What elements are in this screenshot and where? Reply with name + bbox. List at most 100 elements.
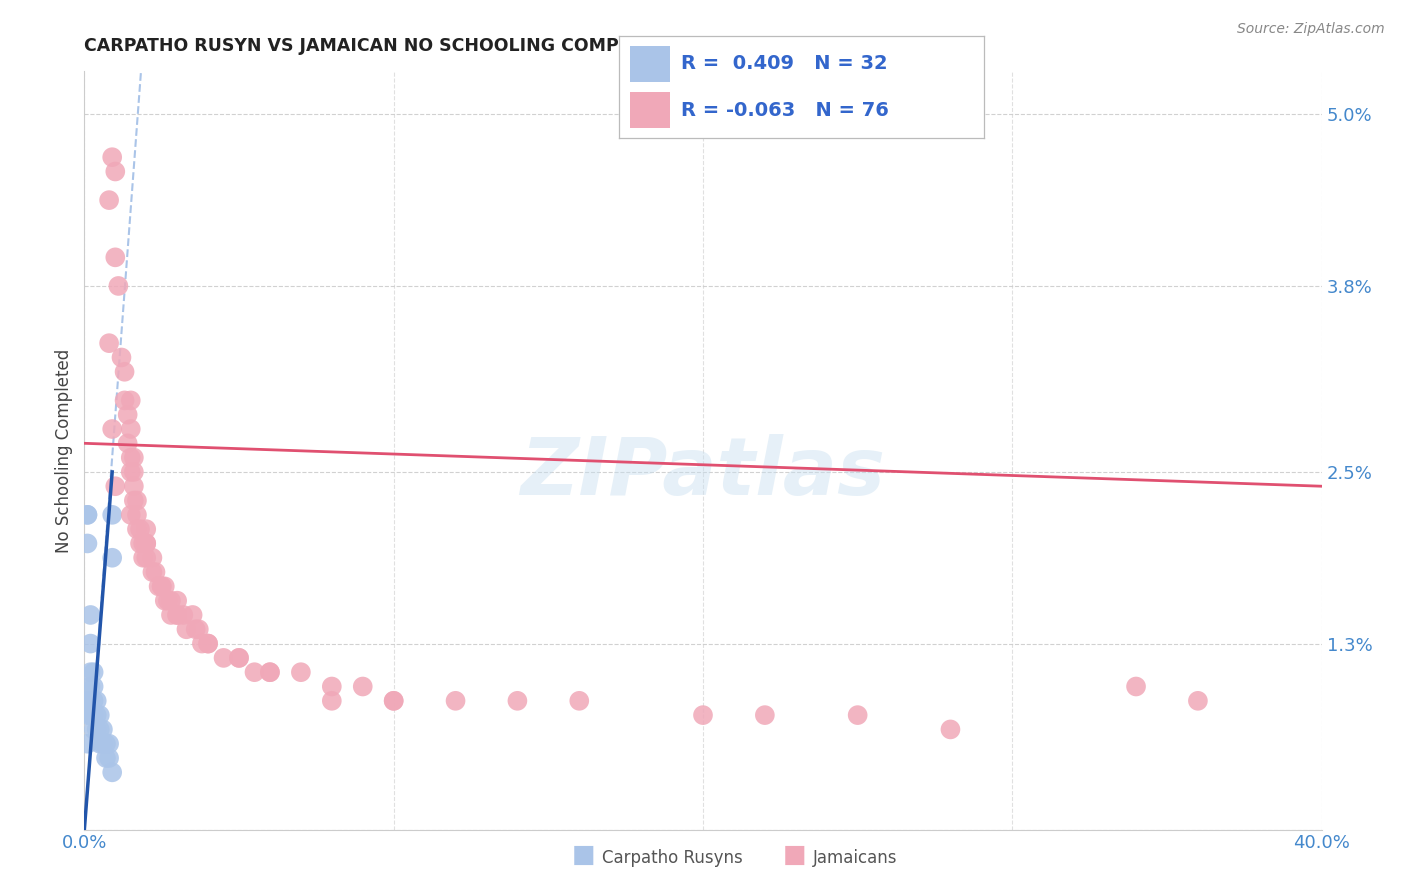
Point	[76, 508, 98, 522]
Point	[160, 607, 183, 622]
Point	[122, 450, 145, 465]
Point	[120, 508, 142, 522]
Point	[321, 694, 343, 708]
Point	[83, 708, 105, 723]
Point	[132, 550, 155, 565]
Point	[228, 651, 250, 665]
Point	[1125, 680, 1147, 694]
Point	[176, 622, 198, 636]
Point	[141, 565, 163, 579]
Point	[76, 708, 98, 723]
Point	[172, 607, 194, 622]
Y-axis label: No Schooling Completed: No Schooling Completed	[55, 349, 73, 552]
Text: R = -0.063   N = 76: R = -0.063 N = 76	[681, 101, 889, 120]
Point	[382, 694, 405, 708]
Text: ■: ■	[572, 843, 595, 867]
Point	[166, 593, 188, 607]
Point	[104, 479, 127, 493]
Point	[135, 536, 157, 550]
Point	[132, 536, 155, 550]
Point	[79, 607, 101, 622]
Point	[76, 737, 98, 751]
Point	[191, 637, 214, 651]
Point	[166, 607, 188, 622]
Point	[120, 422, 142, 436]
Point	[129, 522, 152, 536]
Point	[259, 665, 281, 680]
Point	[91, 737, 114, 751]
Point	[76, 694, 98, 708]
Point	[150, 579, 173, 593]
Point	[98, 193, 121, 207]
Text: ■: ■	[783, 843, 806, 867]
Point	[83, 723, 105, 737]
Point	[153, 593, 176, 607]
Point	[125, 493, 148, 508]
Point	[79, 694, 101, 708]
Point	[83, 680, 105, 694]
Point	[228, 651, 250, 665]
Point	[79, 708, 101, 723]
Point	[141, 550, 163, 565]
Point	[181, 607, 204, 622]
Point	[98, 336, 121, 351]
Bar	[630, 92, 669, 128]
Point	[290, 665, 312, 680]
Point	[145, 565, 167, 579]
Point	[94, 751, 117, 765]
Point	[114, 365, 136, 379]
Point	[86, 723, 108, 737]
Point	[101, 508, 124, 522]
Point	[98, 737, 121, 751]
Point	[79, 680, 101, 694]
Text: ZIPatlas: ZIPatlas	[520, 434, 886, 512]
Point	[846, 708, 869, 723]
Point	[382, 694, 405, 708]
Point	[79, 637, 101, 651]
Point	[444, 694, 467, 708]
Point	[122, 493, 145, 508]
Point	[114, 393, 136, 408]
Point	[117, 436, 139, 450]
Point	[166, 607, 188, 622]
Point	[76, 536, 98, 550]
Point	[129, 536, 152, 550]
Point	[1187, 694, 1209, 708]
Point	[101, 765, 124, 780]
Point	[506, 694, 529, 708]
Point	[187, 622, 209, 636]
Point	[150, 579, 173, 593]
Point	[939, 723, 962, 737]
Point	[86, 708, 108, 723]
Point	[197, 637, 219, 651]
Text: Jamaicans: Jamaicans	[813, 849, 897, 867]
Point	[243, 665, 266, 680]
Point	[568, 694, 591, 708]
Point	[101, 422, 124, 436]
Point	[89, 708, 111, 723]
Point	[125, 522, 148, 536]
Text: R =  0.409   N = 32: R = 0.409 N = 32	[681, 54, 887, 73]
Point	[107, 279, 129, 293]
Point	[212, 651, 235, 665]
Point	[321, 680, 343, 694]
Text: Carpatho Rusyns: Carpatho Rusyns	[602, 849, 742, 867]
Point	[76, 508, 98, 522]
Point	[101, 550, 124, 565]
Point	[89, 723, 111, 737]
Point	[120, 450, 142, 465]
Text: Source: ZipAtlas.com: Source: ZipAtlas.com	[1237, 22, 1385, 37]
Point	[104, 250, 127, 264]
Point	[160, 593, 183, 607]
Point	[352, 680, 374, 694]
Point	[110, 351, 132, 365]
Point	[89, 737, 111, 751]
Point	[692, 708, 714, 723]
Point	[135, 522, 157, 536]
Point	[156, 593, 179, 607]
Bar	[630, 45, 669, 82]
Point	[754, 708, 776, 723]
Point	[117, 408, 139, 422]
Text: CARPATHO RUSYN VS JAMAICAN NO SCHOOLING COMPLETED CORRELATION CHART: CARPATHO RUSYN VS JAMAICAN NO SCHOOLING …	[84, 37, 896, 54]
Point	[91, 723, 114, 737]
